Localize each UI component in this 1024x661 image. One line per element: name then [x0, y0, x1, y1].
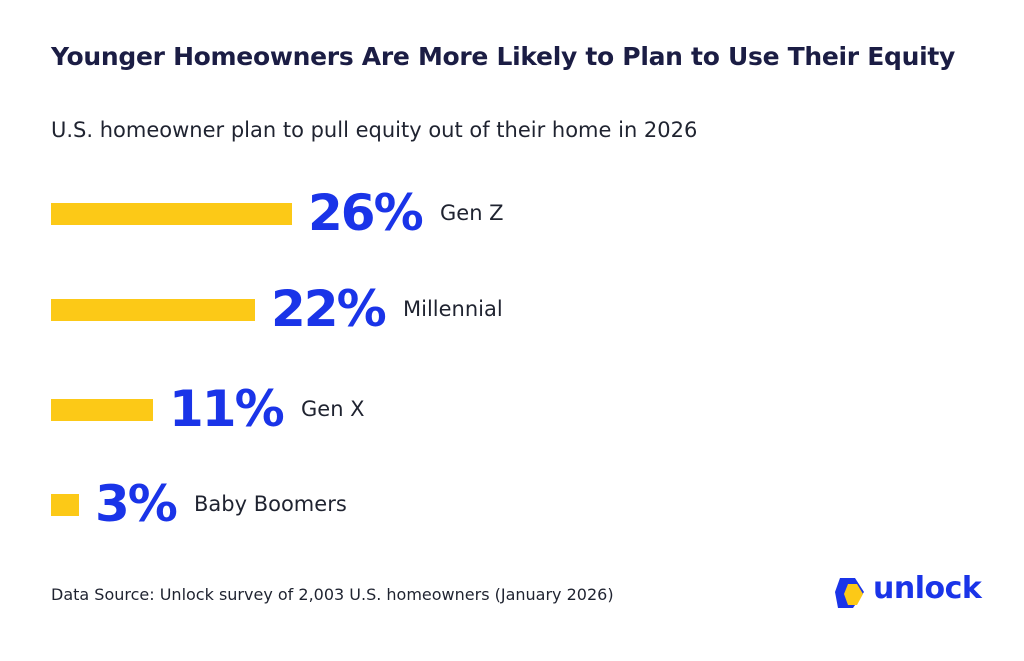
value-label: 3% [95, 475, 178, 533]
value-label: 26% [308, 184, 424, 242]
unlock-logo: unlock [833, 571, 993, 610]
category-label: Gen Z [440, 201, 504, 225]
bar [51, 494, 79, 516]
category-label: Baby Boomers [194, 492, 347, 516]
chart-title: Younger Homeowners Are More Likely to Pl… [51, 42, 956, 71]
data-source-note: Data Source: Unlock survey of 2,003 U.S.… [51, 585, 614, 604]
unlock-logo-text: unlock [873, 571, 982, 606]
chart-row: 26% Gen Z [0, 183, 1024, 243]
unlock-logo-icon [835, 578, 864, 608]
chart-subtitle: U.S. homeowner plan to pull equity out o… [51, 118, 698, 142]
category-label: Gen X [301, 397, 365, 421]
bar [51, 299, 255, 321]
chart-row: 22% Millennial [0, 279, 1024, 339]
value-label: 11% [169, 380, 285, 438]
value-label: 22% [271, 280, 387, 338]
chart-row: 3% Baby Boomers [0, 474, 1024, 534]
bar [51, 203, 292, 225]
chart-row: 11% Gen X [0, 379, 1024, 439]
bar [51, 399, 153, 421]
category-label: Millennial [403, 297, 503, 321]
